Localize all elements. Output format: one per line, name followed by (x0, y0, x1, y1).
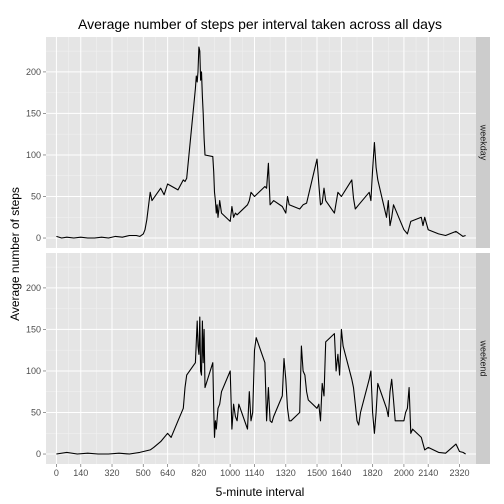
y-tick-label: 100 (26, 150, 41, 160)
y-tick-label: 200 (26, 283, 41, 293)
x-tick-label: 0 (54, 468, 59, 478)
facet-label-weekday: weekday (479, 124, 489, 161)
y-tick-label: 50 (31, 407, 41, 417)
facet-label-weekend: weekend (479, 339, 489, 376)
y-tick-label: 50 (31, 191, 41, 201)
y-axis-label: Average number of steps (8, 187, 22, 321)
x-tick-label: 2320 (449, 468, 469, 478)
x-tick-label: 140 (73, 468, 88, 478)
x-tick-label: 2140 (418, 468, 438, 478)
y-tick-label: 200 (26, 67, 41, 77)
x-tick-label: 320 (105, 468, 120, 478)
x-tick-label: 1140 (245, 468, 264, 478)
x-tick-label: 640 (160, 468, 175, 478)
x-tick-label: 1000 (220, 468, 240, 478)
panel-background (46, 37, 476, 248)
x-tick-label: 1640 (331, 468, 351, 478)
x-tick-label: 500 (136, 468, 151, 478)
y-tick-label: 150 (26, 108, 41, 118)
facet-panel-weekday: 0 50 100 150 200 weekday (26, 37, 490, 248)
y-tick-label: 150 (26, 324, 41, 334)
y-tick-label: 0 (36, 233, 41, 243)
y-tick-label: 0 (36, 449, 41, 459)
x-tick-label: 1320 (276, 468, 296, 478)
y-tick-label: 100 (26, 366, 41, 376)
chart-title: Average number of steps per interval tak… (78, 16, 442, 32)
x-axis-label: 5-minute interval (216, 485, 305, 499)
x-tick-label: 1820 (363, 468, 383, 478)
x-tick-label: 2000 (394, 468, 414, 478)
x-tick-label: 820 (191, 468, 206, 478)
x-tick-label: 1500 (307, 468, 327, 478)
